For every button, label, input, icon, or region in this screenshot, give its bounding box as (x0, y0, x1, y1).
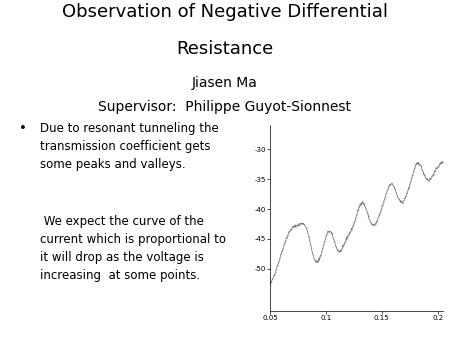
Text: Due to resonant tunneling the
transmission coefficient gets
some peaks and valle: Due to resonant tunneling the transmissi… (40, 122, 219, 171)
Text: Supervisor:  Philippe Guyot-Sionnest: Supervisor: Philippe Guyot-Sionnest (99, 100, 351, 114)
Text: •: • (19, 122, 27, 135)
Text: Resistance: Resistance (176, 40, 274, 58)
Text: Observation of Negative Differential: Observation of Negative Differential (62, 3, 388, 21)
Text: Jiasen Ma: Jiasen Ma (192, 76, 258, 90)
Text: We expect the curve of the
current which is proportional to
it will drop as the : We expect the curve of the current which… (40, 215, 226, 282)
